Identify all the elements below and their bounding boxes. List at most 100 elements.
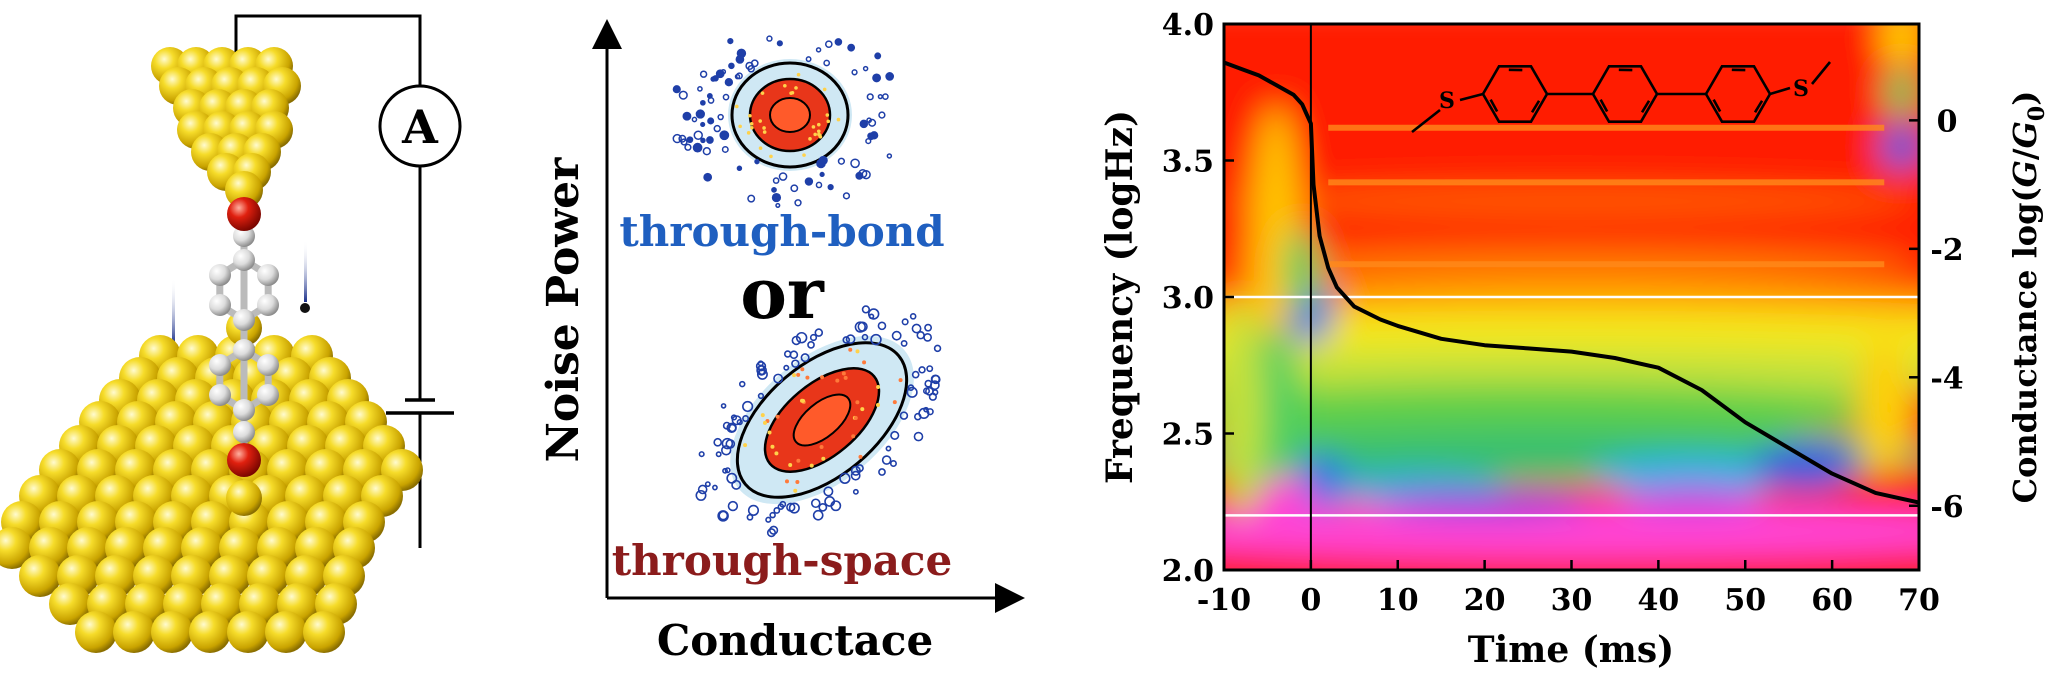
scatter-dot bbox=[839, 158, 845, 164]
scatter-dot bbox=[844, 193, 850, 199]
scatter-dot bbox=[703, 148, 710, 155]
scatter-dot bbox=[821, 457, 825, 461]
scatter-dot bbox=[701, 123, 705, 127]
scatter-dot bbox=[795, 480, 799, 484]
scatter-dot bbox=[810, 464, 814, 468]
scatter-dot bbox=[770, 445, 774, 449]
harmonic-streak bbox=[1328, 125, 1884, 131]
scatter-dot bbox=[848, 44, 854, 50]
scatter-dot bbox=[883, 94, 888, 99]
scatter-dot bbox=[878, 95, 882, 99]
scatter-dot bbox=[824, 60, 829, 65]
spectrogram-y2label: Conductance log(G/G0) bbox=[2006, 91, 2048, 504]
x-tick-label: 60 bbox=[1811, 583, 1853, 618]
scatter-dot bbox=[729, 502, 738, 511]
scatter-dot bbox=[933, 390, 938, 395]
scatter-dot bbox=[776, 415, 780, 419]
scatter-dot bbox=[901, 341, 906, 346]
scatter-dot bbox=[784, 366, 788, 370]
scatter-dot bbox=[783, 84, 787, 88]
scatter-dot bbox=[817, 48, 821, 52]
scatter-dot bbox=[848, 348, 852, 352]
scatter-dot bbox=[842, 372, 846, 376]
sulfur-label: S bbox=[1439, 88, 1455, 114]
scatter-dot bbox=[743, 443, 747, 447]
scatter-dot bbox=[706, 482, 710, 486]
scatter-dot bbox=[747, 131, 751, 135]
scatter-dot bbox=[806, 57, 810, 61]
scatter-dot bbox=[728, 39, 733, 44]
scatter-dot bbox=[820, 445, 824, 449]
scatter-dot bbox=[791, 185, 797, 191]
scatter-dot bbox=[819, 157, 827, 165]
scatter-dot bbox=[722, 446, 731, 455]
scatter-dot bbox=[925, 325, 931, 331]
y2-tick-label: 0 bbox=[1937, 104, 1958, 139]
scatter-dot bbox=[891, 432, 899, 440]
carbon-atom bbox=[209, 294, 231, 316]
y-tick-label: 4.0 bbox=[1162, 8, 1214, 43]
ammeter-icon: A bbox=[380, 86, 460, 166]
carbon-atom bbox=[257, 294, 279, 316]
scatter-dot bbox=[763, 421, 767, 425]
carbon-atom bbox=[233, 309, 255, 331]
gold-atom bbox=[265, 611, 307, 653]
scatter-dot bbox=[713, 485, 717, 489]
through-space-label: through-space bbox=[612, 536, 952, 585]
x-tick-label: 30 bbox=[1551, 583, 1593, 618]
scatter-dot bbox=[785, 479, 789, 483]
gold-adatom bbox=[226, 480, 262, 516]
scatter-dot bbox=[826, 113, 830, 117]
y2-tick-label: -4 bbox=[1930, 361, 1963, 396]
scatter-dot bbox=[758, 119, 762, 123]
scatter-dot bbox=[867, 94, 873, 100]
y-tick-label: 3.0 bbox=[1162, 281, 1214, 316]
scatter-dot bbox=[868, 133, 873, 138]
scatter-dot bbox=[911, 314, 916, 319]
noise-power-diagram: Noise Power Conductace through-bond or t… bbox=[538, 34, 1010, 665]
scatter-dot bbox=[860, 407, 864, 411]
through-bond-distribution bbox=[673, 36, 893, 207]
scatter-dot bbox=[817, 129, 821, 133]
scatter-dot bbox=[735, 105, 739, 109]
scatter-dot bbox=[805, 376, 809, 380]
scatter-dot bbox=[708, 98, 713, 103]
scatter-dot bbox=[814, 511, 823, 520]
scatter-dot bbox=[711, 77, 715, 81]
scatter-dot bbox=[844, 376, 848, 380]
x-tick-label: 10 bbox=[1377, 583, 1419, 618]
gold-atom bbox=[303, 611, 345, 653]
scatter-dot bbox=[886, 73, 893, 80]
gold-atom bbox=[227, 611, 269, 653]
scatter-dot bbox=[772, 188, 776, 192]
scatter-dot bbox=[883, 456, 891, 464]
scatter-dot bbox=[735, 75, 739, 79]
or-label: or bbox=[740, 252, 825, 335]
scatter-dot bbox=[813, 133, 817, 137]
through-bond-label: through-bond bbox=[619, 207, 944, 256]
scatter-dot bbox=[854, 490, 858, 494]
inner-contour bbox=[770, 98, 810, 132]
heatmap-background bbox=[1094, 0, 2048, 680]
scatter-dot bbox=[828, 185, 833, 190]
scatter-dot bbox=[820, 173, 824, 177]
scatter-dot bbox=[723, 95, 728, 100]
scatter-dot bbox=[856, 173, 862, 179]
scatter-dot bbox=[748, 195, 754, 201]
scatter-dot bbox=[886, 446, 890, 450]
scatter-dot bbox=[835, 379, 839, 383]
carbon-atom bbox=[233, 399, 255, 421]
spectrogram-ylabel: Frequency (logHz) bbox=[1099, 110, 1141, 484]
scatter-dot bbox=[860, 120, 867, 127]
scatter-dot bbox=[755, 160, 759, 164]
scatter-dot bbox=[723, 147, 728, 152]
scatter-dot bbox=[808, 137, 812, 141]
scatter-dot bbox=[811, 335, 817, 341]
carbon-atom bbox=[233, 421, 255, 443]
gold-atom bbox=[189, 611, 231, 653]
carbon-atom bbox=[233, 249, 255, 271]
gold-atom bbox=[75, 611, 117, 653]
scatter-dot bbox=[714, 126, 720, 132]
scatter-dot bbox=[750, 122, 754, 126]
noise-ylabel: Noise Power bbox=[538, 157, 589, 462]
